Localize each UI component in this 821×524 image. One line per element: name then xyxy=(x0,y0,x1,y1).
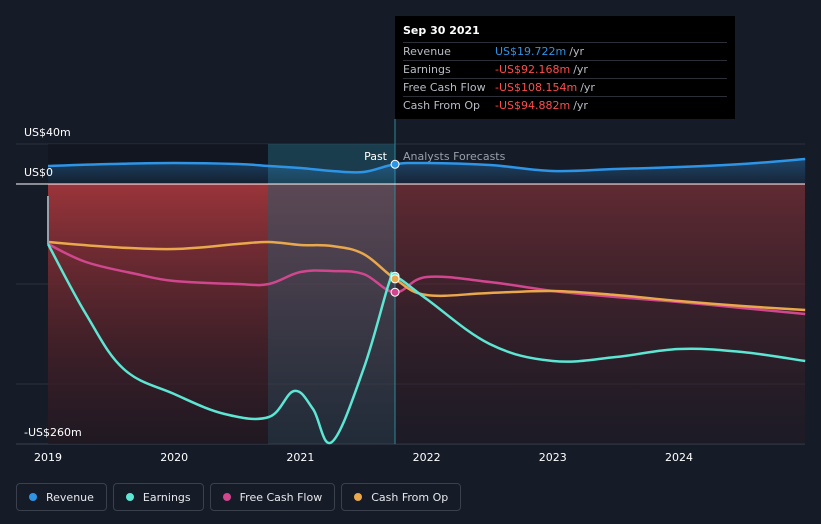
tooltip: Sep 30 2021 Revenue US$19.722m /yr Earni… xyxy=(395,16,735,119)
tooltip-unit: /yr xyxy=(580,81,595,94)
y-label-bottom: -US$260m xyxy=(24,426,82,439)
x-tick-2021: 2021 xyxy=(286,451,314,464)
tooltip-date: Sep 30 2021 xyxy=(403,24,480,37)
legend-label: Cash From Op xyxy=(371,490,449,504)
legend-item-cfo[interactable]: Cash From Op xyxy=(341,483,462,511)
point-free-cash-flow xyxy=(390,287,400,297)
tooltip-label: Free Cash Flow xyxy=(403,81,486,94)
tooltip-value: -US$92.168m xyxy=(495,63,571,76)
legend-item-fcf[interactable]: Free Cash Flow xyxy=(209,483,336,511)
tooltip-unit: /yr xyxy=(573,63,588,76)
tooltip-value: -US$94.882m xyxy=(495,99,571,112)
tooltip-value: US$19.722m xyxy=(495,45,567,58)
negative-region-forecast xyxy=(395,184,805,444)
tooltip-row-earnings: Earnings -US$92.168m /yr xyxy=(403,60,727,78)
tooltip-row-fcf: Free Cash Flow -US$108.154m /yr xyxy=(403,78,727,96)
chart-area: US$40m US$0 -US$260m Past Analysts Forec… xyxy=(16,119,806,464)
x-tick-2024: 2024 xyxy=(665,451,693,464)
tooltip-unit: /yr xyxy=(569,45,584,58)
legend-dot-fcf xyxy=(222,493,231,501)
tooltip-row-cfo: Cash From Op -US$94.882m /yr xyxy=(403,96,727,114)
past-label: Past xyxy=(364,150,388,163)
tooltip-label: Earnings xyxy=(403,63,451,76)
legend-item-revenue[interactable]: Revenue xyxy=(16,483,107,511)
y-label-zero: US$0 xyxy=(24,166,53,179)
legend: Revenue Earnings Free Cash Flow Cash Fro… xyxy=(16,483,462,511)
series-free-cash-flow-line xyxy=(47,242,806,316)
x-tick-2019: 2019 xyxy=(34,451,62,464)
y-label-top: US$40m xyxy=(24,126,71,139)
legend-item-earnings[interactable]: Earnings xyxy=(112,483,204,511)
point-cash-from-op xyxy=(390,274,400,284)
point-revenue xyxy=(390,159,400,169)
tooltip-row-revenue: Revenue US$19.722m /yr xyxy=(403,42,727,60)
tooltip-unit: /yr xyxy=(573,99,588,112)
legend-dot-cfo xyxy=(354,493,363,501)
tooltip-label: Cash From Op xyxy=(403,99,481,112)
tooltip-label: Revenue xyxy=(403,45,451,58)
x-tick-2022: 2022 xyxy=(413,451,441,464)
legend-label: Earnings xyxy=(142,490,191,504)
forecast-label: Analysts Forecasts xyxy=(403,150,506,163)
legend-dot-revenue xyxy=(29,493,37,501)
tooltip-value: -US$108.154m xyxy=(495,81,578,94)
x-tick-2023: 2023 xyxy=(539,451,567,464)
series-revenue-line xyxy=(47,157,806,174)
series-cash-from-op-line xyxy=(47,240,806,312)
x-tick-2020: 2020 xyxy=(160,451,188,464)
legend-dot-earnings xyxy=(125,493,134,501)
legend-label: Revenue xyxy=(46,490,94,504)
legend-label: Free Cash Flow xyxy=(239,490,323,504)
series-earnings-line xyxy=(46,243,806,445)
